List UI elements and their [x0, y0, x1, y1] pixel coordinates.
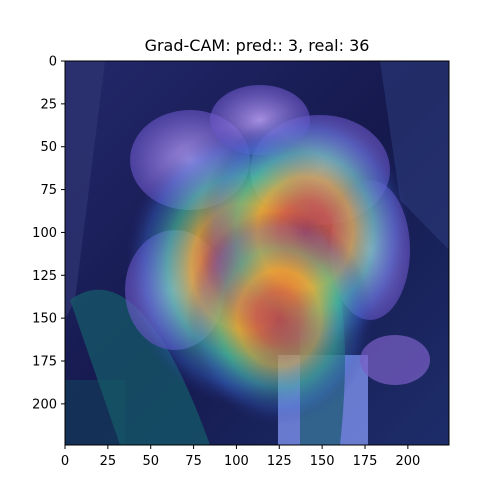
y-tick-label: 200 — [32, 397, 57, 412]
x-tick-label: 0 — [61, 454, 69, 469]
x-tick-label: 150 — [310, 454, 335, 469]
chart-title: Grad-CAM: pred:: 3, real: 36 — [145, 36, 370, 55]
x-tick-label: 100 — [224, 454, 249, 469]
heat-hotspot — [186, 211, 373, 426]
x-tick-label: 75 — [185, 454, 202, 469]
x-tick-label: 200 — [395, 454, 420, 469]
y-tick-label: 125 — [32, 269, 57, 284]
y-axis: 0 25 50 75 100 125 150 175 200 — [32, 55, 65, 412]
x-tick-label: 25 — [100, 454, 117, 469]
y-tick-label: 75 — [40, 183, 57, 198]
x-tick-label: 125 — [267, 454, 292, 469]
y-tick-label: 0 — [49, 55, 57, 70]
plot-frame — [64, 60, 450, 446]
y-tick-label: 175 — [32, 355, 57, 370]
y-tick-label: 25 — [40, 97, 57, 112]
y-tick-label: 100 — [32, 226, 57, 241]
y-tick-label: 50 — [40, 140, 57, 155]
x-axis: 0 25 50 75 100 125 150 175 200 — [61, 445, 420, 469]
x-tick-label: 50 — [142, 454, 159, 469]
x-tick-label: 175 — [353, 454, 378, 469]
y-tick-label: 150 — [32, 312, 57, 327]
heatmap-image — [65, 61, 449, 445]
